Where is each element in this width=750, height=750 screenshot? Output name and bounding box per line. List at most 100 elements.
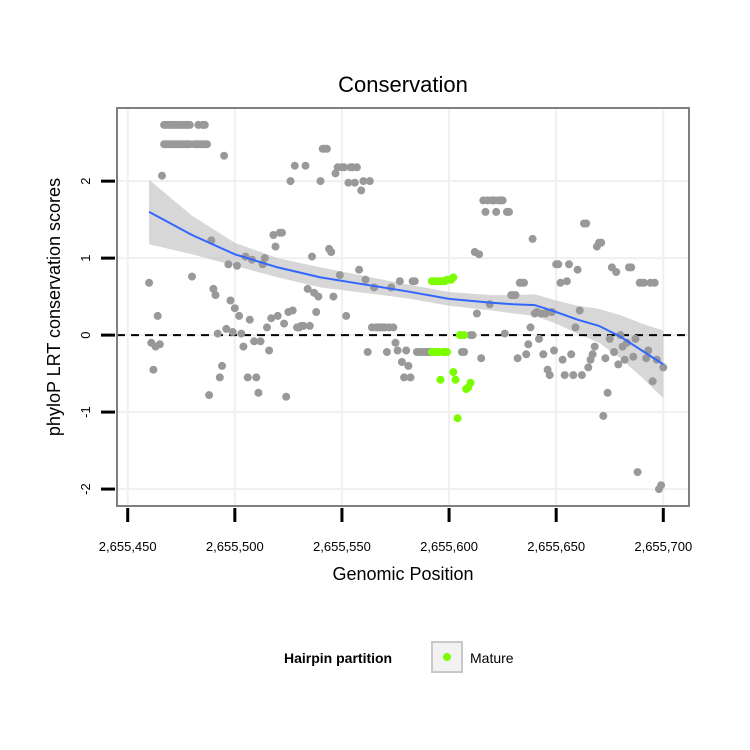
point-other-49 [215,373,224,382]
point-other-75 [271,242,280,251]
smooth-line [148,211,664,366]
point-other-165 [498,196,507,205]
point-other-197 [567,350,576,359]
point-other-107 [340,163,349,172]
point-mature-21 [453,414,462,423]
point-other-63 [245,315,254,324]
point-other-5 [155,340,164,349]
point-other-43 [203,140,211,149]
point-other-71 [263,323,271,332]
point-other-136 [402,346,411,355]
point-other-72 [265,346,274,355]
point-other-195 [562,277,571,286]
point-other-131 [391,338,400,347]
point-other-62 [243,373,252,382]
y-axis-label: phyloP LRT conservation scores [44,178,64,436]
panel-background [117,108,689,506]
point-other-114 [355,265,364,274]
point-other-157 [481,207,490,216]
point-other-199 [571,323,580,332]
point-other-56 [230,304,239,313]
point-other-96 [316,177,325,186]
point-other-102 [329,292,338,301]
point-other-44 [205,391,214,400]
point-other-115 [357,186,366,195]
point-other-59 [237,329,246,338]
point-other-228 [633,468,642,477]
point-mature-24 [460,331,469,340]
point-other-105 [335,271,344,280]
point-other-213 [601,354,610,363]
point-other-189 [550,346,558,355]
point-other-223 [622,338,631,347]
point-other-4 [153,311,162,320]
point-other-172 [513,354,522,363]
plot-panel [116,107,690,507]
point-other-132 [393,346,402,355]
point-other-153 [472,309,481,318]
point-other-218 [612,268,621,276]
point-other-54 [226,296,235,305]
point-other-182 [535,334,543,343]
x-tick-label-1: 2,655,500 [206,539,264,554]
point-other-214 [603,388,612,397]
point-other-70 [260,254,269,263]
point-other-112 [350,178,359,187]
point-other-80 [282,392,291,401]
point-other-88 [299,321,308,330]
point-other-140 [410,277,419,286]
point-other-175 [520,278,528,287]
point-other-113 [352,163,361,172]
point-other-90 [303,284,312,293]
point-other-33 [188,272,196,281]
point-other-58 [235,311,244,320]
point-other-119 [365,177,374,186]
legend-label-mature: Mature [470,650,514,666]
point-other-95 [314,292,323,301]
point-other-226 [629,352,638,361]
x-tick-label-3: 2,655,600 [420,539,478,554]
point-other-236 [650,278,659,287]
point-mature-19 [449,368,458,377]
point-other-46 [209,284,218,293]
point-other-225 [627,263,636,272]
point-other-187 [545,371,554,380]
point-other-118 [363,348,372,356]
point-other-116 [359,177,368,186]
point-other-196 [565,260,573,269]
point-other-135 [400,373,409,382]
point-other-74 [269,231,278,239]
point-other-82 [286,177,295,186]
panel-border [116,107,690,507]
x-tick-label-2: 2,655,550 [313,539,371,554]
point-other-177 [524,340,533,349]
point-other-48 [213,329,222,338]
point-other-68 [256,337,265,346]
point-other-194 [560,371,569,380]
point-other-117 [361,275,370,284]
point-other-215 [605,334,614,343]
point-other-103 [331,169,340,178]
point-other-31 [185,120,194,129]
point-other-73 [267,314,276,323]
point-mature-10 [449,273,458,282]
point-other-65 [250,337,259,346]
point-other-227 [631,334,640,343]
point-other-130 [389,323,398,332]
point-other-232 [642,354,651,363]
point-other-51 [220,151,229,160]
point-other-202 [577,371,586,380]
y-tick-label-3: 1 [78,254,93,261]
point-other-47 [211,291,220,300]
smooth-line-layer [148,211,664,366]
point-other-176 [522,350,531,359]
point-other-99 [322,144,331,153]
point-mature-20 [451,375,460,384]
point-other-109 [344,178,353,187]
point-other-185 [541,309,550,318]
point-other-78 [278,228,286,237]
point-other-89 [301,161,310,170]
point-other-55 [228,328,237,336]
legend: Hairpin partition Mature [284,641,514,673]
